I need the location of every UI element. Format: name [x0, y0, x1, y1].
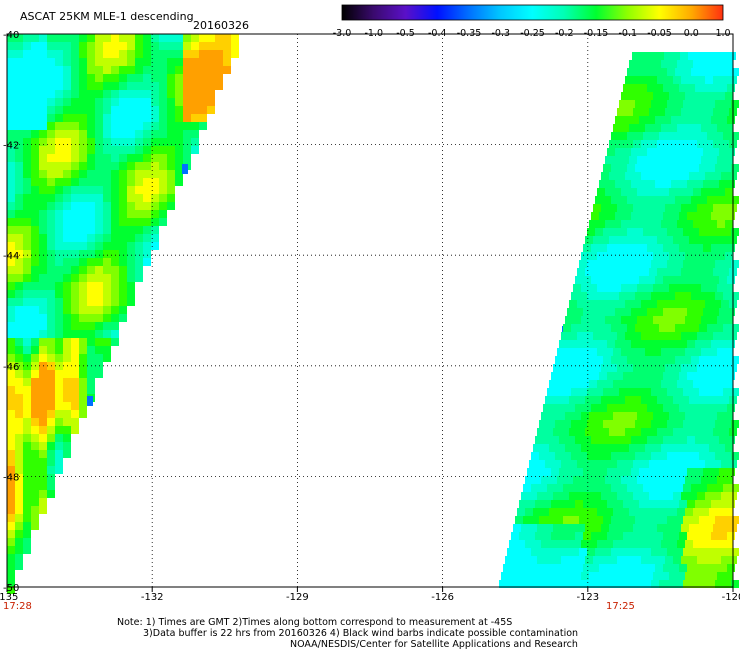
latitude-tick-label: -42	[3, 141, 19, 152]
footer-credit: NOAA/NESDIS/Center for Satellite Applica…	[290, 639, 578, 650]
latitude-tick-label: -46	[3, 362, 19, 373]
swath-right	[499, 52, 739, 588]
latitude-tick-label: -40	[3, 30, 19, 41]
colorbar	[341, 4, 724, 21]
footer-note-1: Note: 1) Times are GMT 2)Times along bot…	[117, 617, 512, 628]
longitude-labels: -135 -132 -129 -126 -123 -120	[0, 592, 740, 603]
longitude-tick-label: -132	[141, 592, 164, 603]
latitude-tick-label: -50	[3, 583, 19, 594]
longitude-tick-label: -123	[576, 592, 599, 603]
swath-time-left: 17:28	[3, 601, 32, 612]
swath-time-right: 17:25	[606, 601, 635, 612]
product-title: ASCAT 25KM MLE-1 descending	[20, 10, 194, 23]
longitude-tick-label: -126	[431, 592, 454, 603]
longitude-tick-label: -135	[0, 592, 18, 603]
colorbar-gradient	[341, 4, 724, 21]
map-frame	[6, 33, 734, 588]
footer-note-2: 3)Data buffer is 22 hrs from 20160326 4)…	[143, 628, 578, 639]
longitude-tick-label: -120	[722, 592, 740, 603]
swath-left	[7, 34, 568, 594]
latitude-tick-label: -48	[3, 472, 19, 483]
longitude-tick-label: -129	[286, 592, 309, 603]
product-date: 20160326	[193, 19, 249, 32]
latitude-labels: -40 -42 -44 -46 -48 -50	[3, 30, 19, 594]
latitude-tick-label: -44	[3, 251, 19, 262]
